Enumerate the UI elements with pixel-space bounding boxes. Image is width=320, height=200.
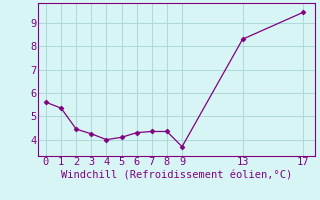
X-axis label: Windchill (Refroidissement éolien,°C): Windchill (Refroidissement éolien,°C)	[61, 170, 292, 180]
